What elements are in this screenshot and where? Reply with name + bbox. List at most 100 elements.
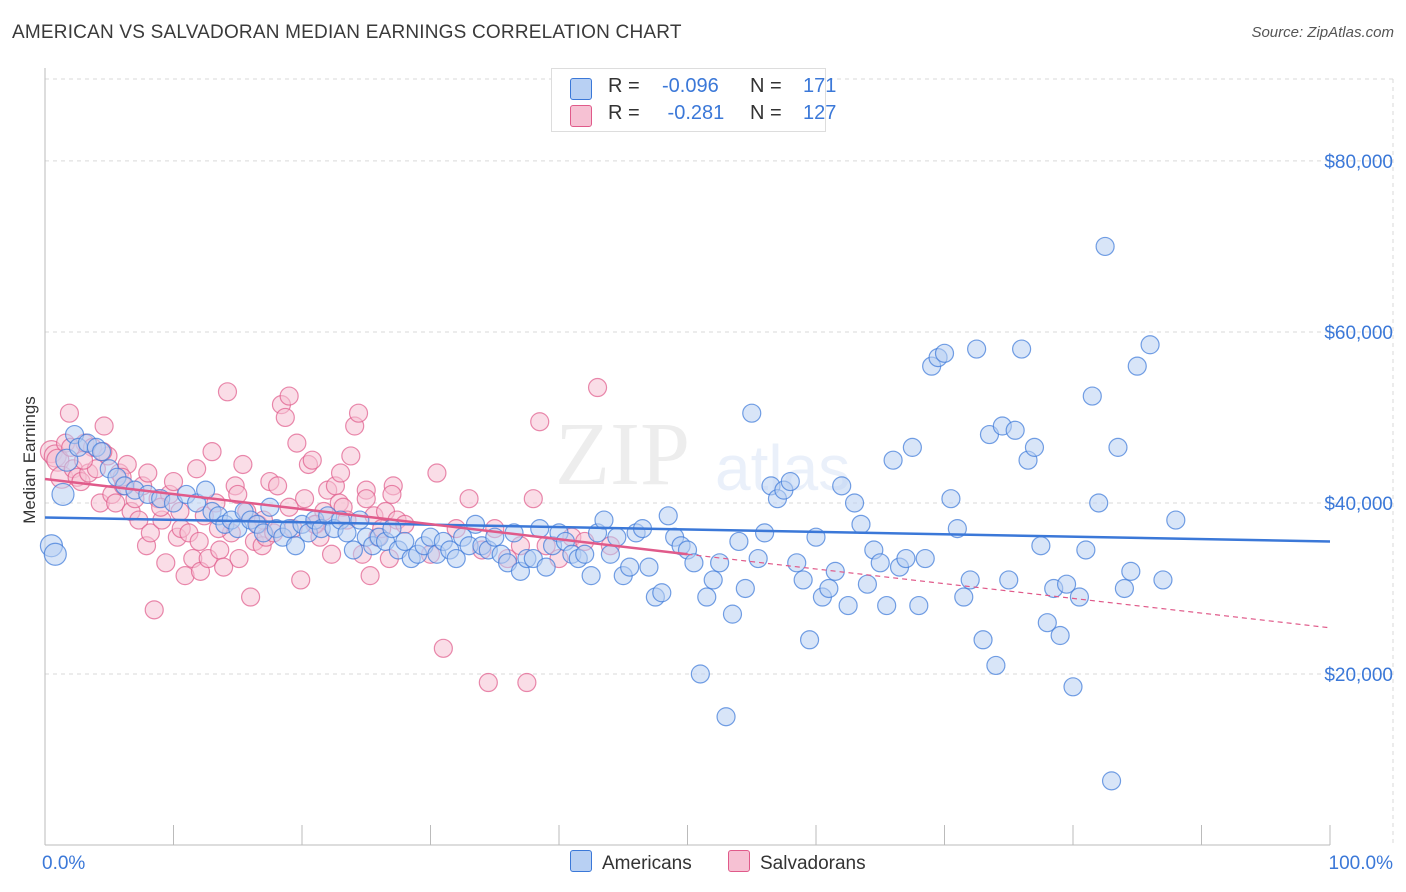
- salvadoran-point: [217, 382, 238, 402]
- salvadoran-point: [202, 442, 222, 462]
- american-point: [530, 519, 550, 539]
- american-point: [196, 480, 216, 500]
- bottom-legend-swatch-salvadorans: [728, 850, 750, 872]
- american-point: [883, 450, 903, 470]
- american-point: [581, 566, 601, 586]
- american-point: [857, 574, 878, 594]
- american-point: [941, 489, 961, 509]
- american-point: [575, 544, 595, 564]
- american-point: [870, 553, 890, 573]
- american-point: [639, 557, 659, 577]
- american-point: [703, 570, 723, 590]
- x-tick-label-start: 0.0%: [42, 853, 85, 874]
- bottom-legend-salvadorans: Salvadorans: [728, 850, 866, 876]
- american-point: [967, 339, 987, 359]
- american-point: [1127, 356, 1147, 376]
- salvadoran-point: [348, 403, 369, 423]
- american-point: [43, 542, 67, 566]
- american-point: [947, 519, 967, 539]
- salvadoran-point: [530, 412, 550, 432]
- legend-r-value: -0.281: [662, 102, 725, 124]
- salvadoran-point: [241, 587, 261, 607]
- american-point: [1121, 561, 1141, 581]
- american-point: [902, 437, 922, 457]
- american-point: [742, 403, 762, 423]
- x-tick-label-end: 100.0%: [1329, 853, 1394, 874]
- american-point: [594, 510, 614, 530]
- salvadoran-point: [287, 433, 307, 453]
- salvadoran-point: [138, 463, 158, 483]
- bottom-legend-swatch-americans: [570, 850, 592, 872]
- american-point: [877, 595, 897, 616]
- legend-swatch-americans: [570, 78, 592, 100]
- american-point: [960, 570, 980, 590]
- american-point: [1082, 386, 1102, 406]
- salvadoran-point: [275, 407, 295, 428]
- american-point: [51, 482, 75, 507]
- legend-n-label: N =: [750, 75, 782, 97]
- salvadoran-point: [267, 476, 288, 496]
- watermark: ZIP atlas: [555, 405, 850, 504]
- american-point: [1024, 437, 1045, 457]
- american-point: [652, 583, 672, 603]
- american-point: [729, 531, 749, 552]
- american-point: [832, 476, 852, 496]
- american-point: [896, 548, 916, 569]
- bottom-legend-label-americans: Americans: [602, 853, 692, 874]
- american-point: [1153, 570, 1173, 590]
- salvadoran-point: [233, 454, 253, 475]
- y-axis-title: Median Earnings: [20, 396, 39, 524]
- american-point: [1069, 587, 1090, 607]
- chart-title: AMERICAN VS SALVADORAN MEDIAN EARNINGS C…: [12, 22, 682, 43]
- american-point: [1031, 536, 1051, 556]
- legend-n-value: 171: [803, 75, 837, 97]
- american-point: [536, 557, 556, 577]
- legend: R = -0.096 N = 171 R = -0.281 N = 127: [551, 68, 836, 132]
- american-point: [690, 664, 710, 684]
- legend-swatch-salvadorans: [570, 105, 592, 127]
- salvadoran-point: [302, 450, 322, 470]
- legend-r-value: -0.096: [662, 75, 719, 97]
- american-point: [793, 570, 813, 590]
- american-point: [954, 587, 974, 607]
- bottom-legend-label-salvadorans: Salvadorans: [760, 853, 866, 874]
- salvadoran-point: [459, 489, 479, 509]
- american-point: [285, 536, 306, 556]
- american-point: [684, 553, 704, 573]
- legend-r-label: R =: [608, 75, 640, 97]
- american-point: [1140, 335, 1160, 355]
- salvadoran-point: [356, 489, 376, 509]
- salvadoran-point: [523, 489, 543, 509]
- legend-n-label: N =: [750, 102, 782, 124]
- american-point: [395, 531, 415, 552]
- salvadoran-point: [341, 446, 361, 466]
- salvadorans-trend-line: [44, 477, 688, 556]
- american-point: [446, 548, 466, 569]
- salvadoran-point: [294, 489, 315, 509]
- american-point: [600, 544, 621, 564]
- american-point: [735, 578, 755, 599]
- american-point: [819, 578, 839, 599]
- salvadoran-point: [279, 386, 299, 406]
- legend-r-label: R =: [608, 102, 640, 124]
- american-point: [799, 630, 820, 650]
- salvadoran-point: [478, 672, 498, 693]
- american-point: [787, 553, 807, 573]
- american-point: [343, 540, 363, 560]
- salvadoran-point: [228, 484, 248, 505]
- salvadoran-point: [427, 463, 447, 483]
- salvadoran-point: [360, 566, 380, 586]
- salvadoran-point: [330, 463, 351, 483]
- american-point: [1037, 613, 1057, 633]
- american-point: [838, 595, 858, 616]
- american-point: [986, 655, 1006, 676]
- salvadoran-point: [106, 493, 126, 513]
- salvadoran-point: [382, 484, 402, 505]
- american-point: [1114, 578, 1135, 599]
- salvadoran-point: [321, 544, 342, 564]
- american-point: [658, 506, 678, 526]
- american-point: [780, 471, 800, 492]
- salvadoran-point: [187, 459, 207, 479]
- watermark-zip-text: ZIP: [555, 405, 690, 504]
- american-point: [350, 510, 370, 530]
